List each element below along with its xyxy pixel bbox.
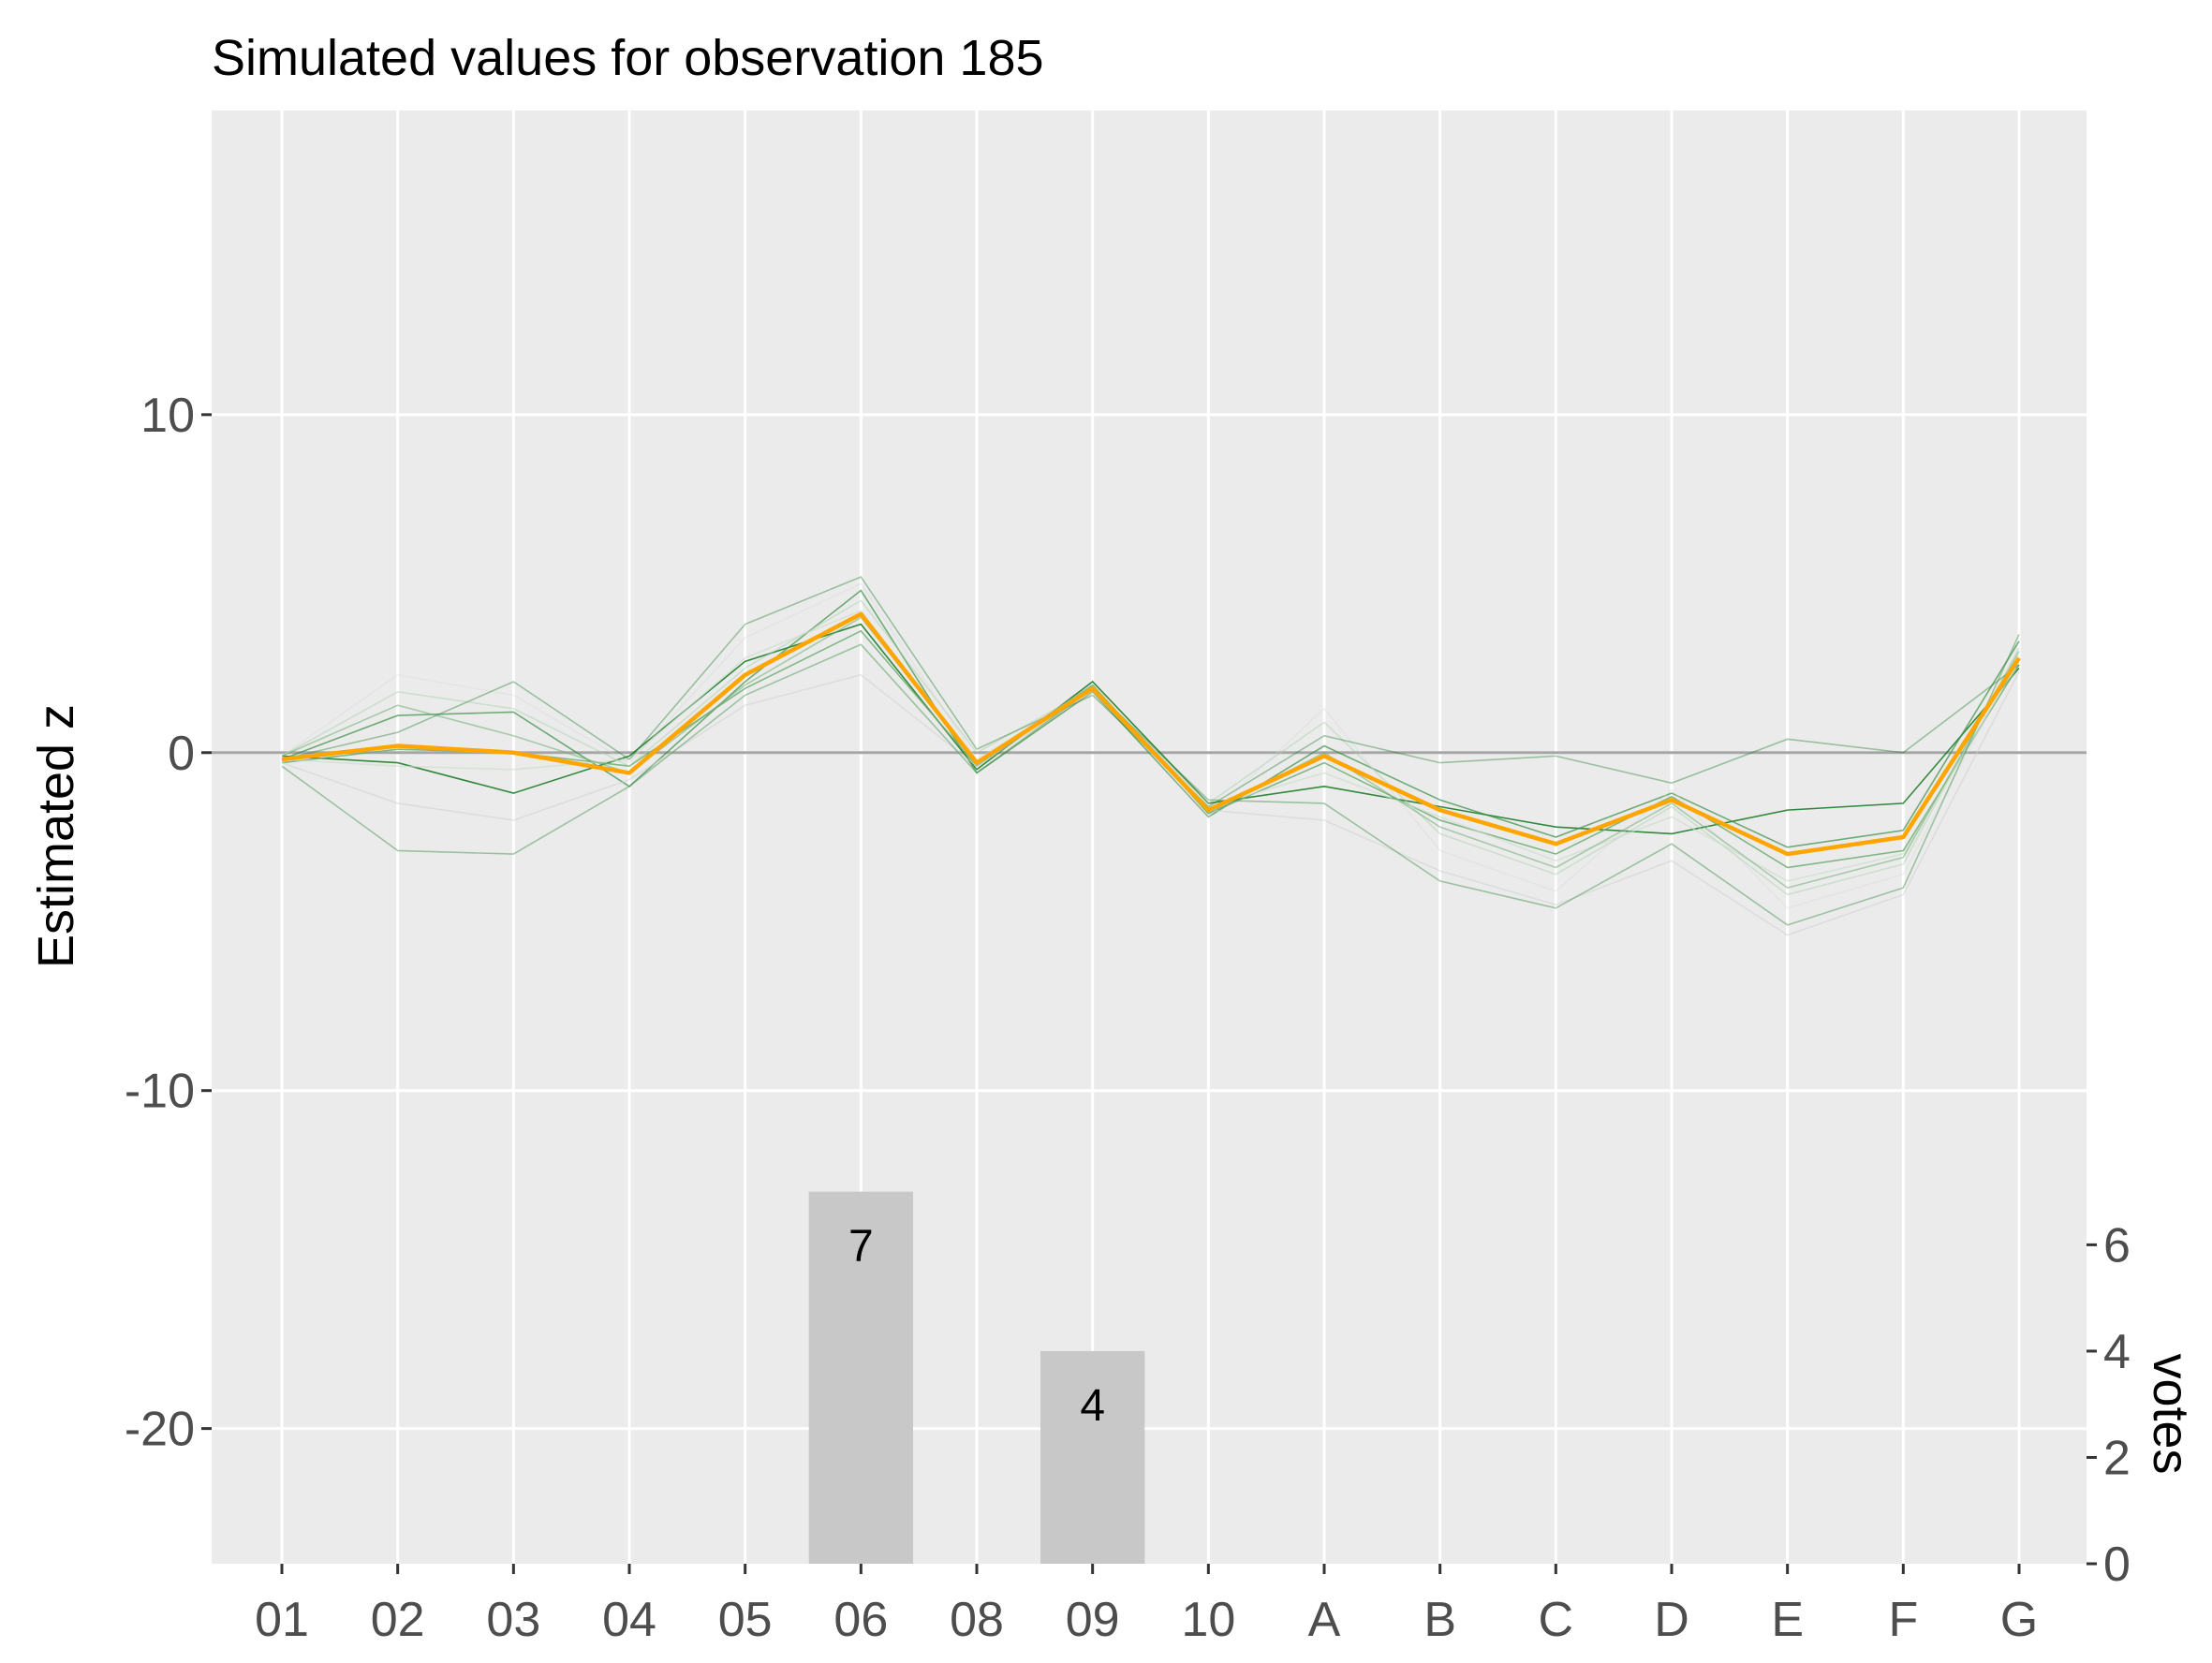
- plot-panel: [212, 110, 2087, 1564]
- x-tick-label-02: 02: [371, 1593, 425, 1647]
- x-tick-label-03: 03: [486, 1593, 540, 1647]
- chart-title: Simulated values for observation 185: [212, 30, 1044, 86]
- votes-bar-06: [808, 1191, 913, 1564]
- mean-series: [281, 611, 2021, 857]
- x-tick-label-01: 01: [255, 1593, 309, 1647]
- votes-tick-label: 0: [2103, 1538, 2131, 1592]
- y-tick-label: -20: [125, 1403, 195, 1457]
- votes-bar-label-09: 4: [1080, 1381, 1105, 1431]
- simulated-series-line: [281, 589, 2020, 848]
- x-tick-label-A: A: [1308, 1593, 1341, 1647]
- y-axis-title: Estimated z: [28, 704, 84, 968]
- x-tick-label-04: 04: [602, 1593, 656, 1647]
- votes-bar-label-06: 7: [848, 1222, 874, 1272]
- votes-tick-label: 6: [2103, 1218, 2131, 1273]
- x-tick-label-B: B: [1423, 1593, 1456, 1647]
- mean-series-line: [281, 611, 2021, 857]
- x-tick-label-C: C: [1539, 1593, 1574, 1647]
- votes-axis-title: votes: [2143, 1353, 2199, 1474]
- x-tick-label-D: D: [1654, 1593, 1689, 1647]
- x-tick-label-E: E: [1771, 1593, 1804, 1647]
- x-tick-label-08: 08: [950, 1593, 1004, 1647]
- votes-bar-09: [1040, 1350, 1145, 1564]
- x-tick-label-09: 09: [1066, 1593, 1120, 1647]
- simulated-series-line: [281, 634, 2020, 926]
- x-tick-label-06: 06: [833, 1593, 888, 1647]
- votes-tick-label: 4: [2103, 1325, 2131, 1379]
- y-tick-label: 0: [168, 727, 195, 781]
- simulated-series-line: [281, 623, 2020, 835]
- x-tick-label-05: 05: [718, 1593, 773, 1647]
- x-tick-label-10: 10: [1181, 1593, 1235, 1647]
- votes-bars: 74: [808, 1191, 1145, 1564]
- x-tick-label-G: G: [2000, 1593, 2038, 1647]
- simulated-series-line: [281, 582, 2020, 909]
- grid-layer: [212, 110, 2087, 1564]
- y-tick-label: 10: [140, 389, 195, 443]
- votes-tick-label: 2: [2103, 1431, 2131, 1485]
- y-tick-label: -10: [125, 1065, 195, 1119]
- x-tick-label-F: F: [1888, 1593, 1918, 1647]
